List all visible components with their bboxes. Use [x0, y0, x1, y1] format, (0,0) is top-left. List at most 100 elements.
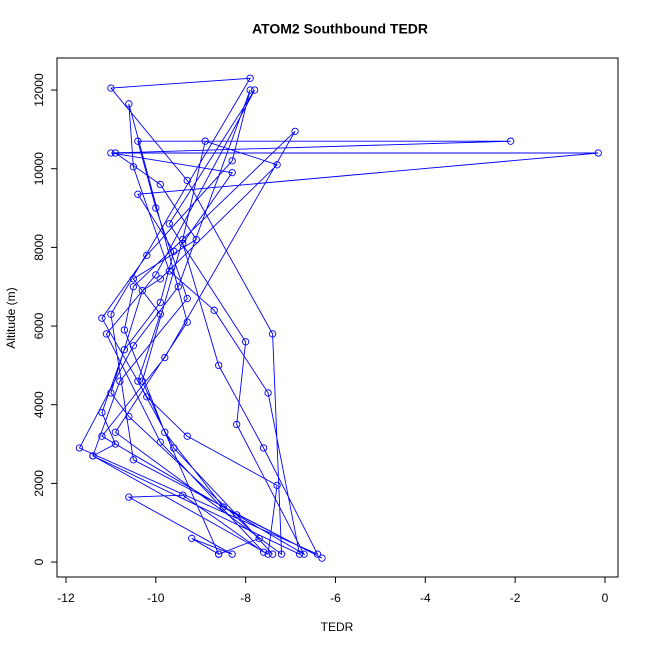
data-point: [594, 149, 602, 157]
data-point: [246, 74, 254, 82]
data-point: [273, 161, 281, 169]
data-point: [268, 330, 277, 338]
data-point: [277, 550, 286, 558]
y-tick-label: 8000: [32, 234, 46, 261]
data-point: [134, 190, 142, 198]
y-tick-label: 6000: [32, 312, 46, 339]
data-point: [138, 287, 146, 295]
data-point: [165, 220, 173, 228]
x-tick-label: -6: [330, 591, 341, 605]
data-point: [107, 389, 115, 397]
data-point: [507, 137, 515, 145]
data-point: [228, 550, 236, 558]
data-point: [134, 377, 142, 385]
data-point: [201, 137, 209, 145]
data-point: [102, 330, 111, 338]
data-point: [183, 432, 191, 440]
data-point: [246, 86, 254, 94]
data-point: [215, 361, 223, 370]
data-point: [318, 554, 326, 562]
data-point: [152, 271, 160, 279]
data-point: [165, 267, 173, 275]
data-point: [156, 298, 164, 307]
data-point: [192, 235, 200, 244]
data-point: [228, 157, 236, 165]
data-point: [183, 176, 191, 185]
data-point: [264, 389, 272, 397]
data-point: [179, 491, 187, 499]
y-tick-label: 4000: [32, 391, 46, 418]
y-tick-label: 12000: [32, 73, 46, 107]
data-point: [120, 326, 129, 334]
data-point: [138, 377, 146, 385]
data-point: [129, 342, 138, 350]
data-point: [156, 180, 164, 189]
data-point: [116, 377, 124, 385]
data-point: [273, 481, 281, 490]
data-point: [107, 149, 115, 157]
data-point: [241, 338, 250, 346]
data-point: [111, 149, 120, 157]
x-axis-label: TEDR: [321, 620, 354, 634]
data-point: [291, 127, 299, 136]
data-point: [228, 169, 236, 177]
x-tick-label: 0: [602, 591, 609, 605]
data-point: [219, 503, 227, 511]
data-point: [259, 548, 268, 556]
data-point: [210, 306, 218, 314]
y-axis-label: Altitude (m): [4, 287, 18, 348]
data-point: [129, 456, 138, 464]
data-point: [255, 534, 263, 543]
data-point: [98, 408, 106, 417]
x-tick-label: -10: [147, 591, 165, 605]
data-point: [98, 432, 106, 440]
data-point: [134, 137, 142, 145]
chart-title: ATOM2 Southbound TEDR: [252, 21, 428, 37]
data-point: [313, 550, 322, 558]
data-point: [129, 283, 138, 291]
y-tick-label: 10000: [32, 152, 46, 186]
data-point: [295, 550, 304, 558]
data-point: [233, 511, 241, 519]
data-point: [89, 452, 97, 460]
data-point: [300, 550, 308, 558]
data-point: [179, 239, 187, 248]
data-point: [183, 318, 191, 326]
data-point: [233, 420, 241, 429]
data-point: [170, 247, 178, 255]
data-line: [78, 77, 599, 559]
x-tick-label: -12: [57, 591, 75, 605]
data-point: [268, 550, 277, 558]
data-point: [161, 428, 169, 436]
data-point: [111, 428, 120, 436]
data-point: [250, 86, 259, 94]
data-point: [179, 235, 187, 244]
plot-frame: [56, 57, 619, 578]
y-tick-label: 2000: [32, 470, 46, 497]
data-point: [259, 444, 268, 452]
x-tick-label: -8: [240, 591, 251, 605]
data-point: [129, 275, 138, 283]
x-tick-label: -4: [420, 591, 431, 605]
data-point: [174, 283, 182, 291]
data-point: [183, 294, 191, 303]
data-point: [152, 204, 160, 212]
data-point: [170, 444, 178, 452]
data-point: [125, 412, 133, 421]
data-point: [156, 438, 164, 446]
y-tick-label: 0: [32, 558, 46, 565]
data-point: [129, 163, 138, 171]
data-point: [188, 534, 196, 543]
data-point: [107, 84, 115, 92]
data-point: [107, 310, 115, 318]
data-point: [98, 314, 106, 322]
x-tick-label: -2: [510, 591, 521, 605]
data-point: [120, 346, 129, 354]
data-point: [125, 100, 133, 108]
data-point: [111, 440, 120, 448]
data-point: [143, 393, 151, 401]
data-point: [75, 444, 84, 452]
data-point: [161, 353, 169, 362]
data-point: [143, 251, 151, 259]
